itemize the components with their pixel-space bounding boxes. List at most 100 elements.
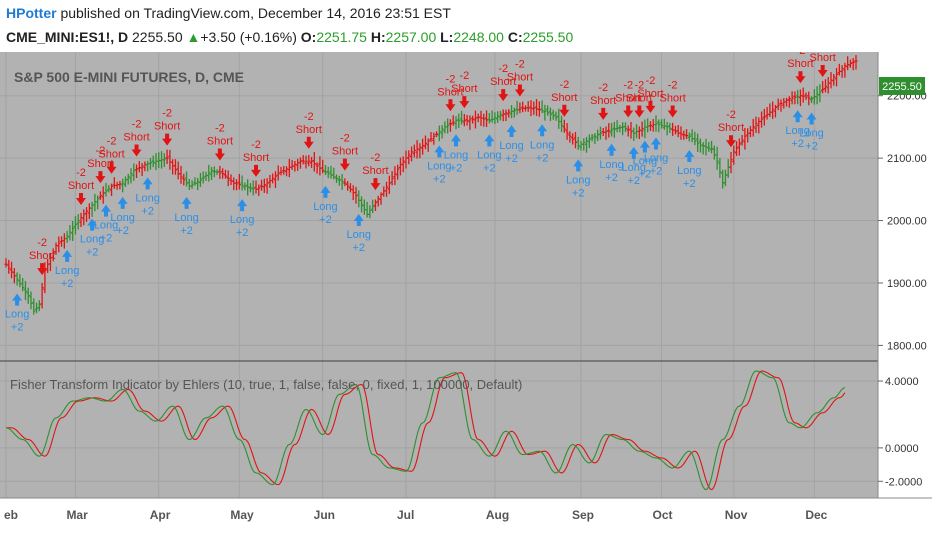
long-signal[interactable]: Long+2	[135, 177, 160, 217]
short-signal[interactable]: Short-2	[437, 73, 464, 112]
short-signal-qty: -2	[598, 82, 608, 94]
short-signal[interactable]: Short-2	[551, 79, 577, 117]
long-signal-qty: +2	[791, 138, 804, 150]
time-axis[interactable]: eb Mar Apr May Jun Jul Aug Sep Oct Nov Dec	[4, 508, 828, 522]
short-arrow-icon	[667, 105, 678, 118]
low-value: 2248.00	[453, 29, 504, 45]
short-signal[interactable]: Short-2	[660, 80, 686, 118]
long-signal-label: Long	[530, 139, 554, 151]
long-signal-label: Long	[313, 201, 337, 213]
long-signal-label: Long	[499, 140, 523, 152]
long-signal-qty: +2	[572, 187, 585, 199]
price-tick-label: 1800.00	[887, 340, 927, 352]
short-signal[interactable]: Short-2	[787, 52, 814, 84]
long-signal[interactable]: Long+2	[174, 196, 199, 237]
long-arrow-icon	[651, 137, 661, 150]
long-signal[interactable]: Long+2	[347, 213, 371, 254]
long-signal[interactable]: Long+2	[566, 159, 590, 199]
short-arrow-icon	[76, 192, 86, 205]
short-signal[interactable]: Short-2	[207, 122, 233, 161]
short-arrow-icon	[795, 71, 806, 84]
short-signal-qty: -2	[251, 139, 261, 151]
long-signal-qty: +2	[236, 227, 249, 239]
long-signal-qty: +2	[433, 173, 446, 185]
short-signal[interactable]: Short-2	[296, 111, 322, 149]
short-signal-qty: -2	[96, 145, 106, 157]
long-signal[interactable]: Long+2	[633, 140, 657, 181]
short-signal-label: Short	[507, 71, 533, 83]
short-arrow-icon	[214, 148, 225, 161]
short-signal[interactable]: Short-2	[123, 119, 150, 157]
long-signal[interactable]: Long+2	[785, 110, 810, 150]
short-signal[interactable]: Short-2	[451, 70, 477, 109]
short-signal-label: Short	[490, 76, 516, 88]
short-signal[interactable]: Short-2	[243, 139, 269, 177]
short-signal-qty: -2	[107, 136, 117, 148]
long-signal[interactable]: Long+2	[677, 150, 702, 190]
short-signal[interactable]: Short-2	[362, 152, 389, 191]
long-arrow-icon	[606, 143, 617, 156]
long-signal[interactable]: Long+2	[5, 293, 29, 334]
close-value: 2255.50	[522, 29, 574, 45]
short-signal[interactable]: Short-2	[637, 75, 664, 113]
chart-area[interactable]: Long+2Short-2Long+2Short-2Long+2Short-2L…	[0, 52, 932, 550]
short-signal-label: Short	[123, 132, 149, 144]
long-signal[interactable]: Long+2	[230, 199, 254, 239]
long-signal[interactable]: Long+2	[477, 134, 502, 174]
short-arrow-icon	[106, 161, 117, 174]
short-signal[interactable]: Short-2	[98, 136, 125, 174]
short-signal-qty: -2	[726, 109, 736, 121]
short-signal[interactable]: Short-2	[507, 58, 533, 97]
long-signal-qty: +2	[805, 141, 818, 153]
long-signal[interactable]: Long+2	[110, 196, 135, 237]
long-signal[interactable]: Long+2	[530, 124, 554, 164]
long-signal-label: Long	[677, 165, 701, 177]
long-signal-label: Long	[633, 156, 657, 168]
short-arrow-icon	[37, 263, 48, 276]
long-signal[interactable]: Long+2	[499, 125, 524, 165]
short-signal[interactable]: Short-2	[68, 167, 94, 205]
long-signal[interactable]: Long+2	[80, 218, 104, 259]
time-tick-label: Sep	[572, 508, 594, 522]
short-signal[interactable]: Short-2	[490, 63, 516, 102]
long-signal-qty: +2	[628, 175, 641, 187]
indicator-tick-label: 0.0000	[885, 443, 919, 455]
long-arrow-icon	[639, 140, 650, 153]
short-signal[interactable]: Short-2	[154, 108, 180, 146]
long-signal[interactable]: Long+2	[622, 146, 646, 187]
long-signal[interactable]: Long+2	[94, 204, 118, 245]
long-signal-qty: +2	[116, 225, 129, 237]
short-signal[interactable]: Short-2	[332, 133, 358, 171]
long-signal-qty: +2	[639, 169, 652, 181]
long-signal[interactable]: Long+2	[427, 145, 452, 185]
long-signal[interactable]: Long+2	[599, 143, 624, 184]
long-signal-qty: +2	[605, 172, 618, 184]
short-arrow-icon	[303, 136, 314, 149]
indicator-axis[interactable]: 4.0000 0.0000 -2.0000	[878, 376, 922, 488]
long-signal[interactable]: Long+2	[313, 185, 338, 226]
short-signal[interactable]: Short-2	[810, 52, 836, 77]
short-arrow-icon	[514, 84, 525, 97]
short-arrow-icon	[598, 107, 609, 120]
long-signal[interactable]: Long+2	[799, 112, 824, 153]
long-signal-qty: +2	[11, 322, 24, 334]
short-signal-label: Short	[332, 146, 358, 158]
author-link[interactable]: HPotter	[6, 5, 57, 21]
long-signal[interactable]: Long+2	[55, 249, 79, 290]
short-arrow-icon	[634, 105, 645, 118]
short-signal[interactable]: Short-2	[626, 80, 652, 118]
short-signal-qty: -2	[132, 119, 142, 131]
long-signal-label: Long	[599, 159, 623, 171]
short-signal-label: Short	[154, 121, 180, 133]
short-signal[interactable]: Short-2	[29, 237, 55, 276]
long-signal[interactable]: Long+2	[444, 134, 468, 174]
short-signal[interactable]: Short-2	[615, 80, 641, 118]
short-signal[interactable]: Short-2	[590, 82, 616, 120]
symbol-label[interactable]: CME_MINI:ES1!, D	[6, 29, 129, 45]
price-change: +3.50 (+0.16%)	[200, 29, 297, 45]
long-arrow-icon	[320, 185, 331, 198]
short-signal[interactable]: Short-2	[718, 109, 744, 148]
long-signal[interactable]: Long+2	[644, 137, 668, 178]
fisher-line	[5, 370, 846, 491]
